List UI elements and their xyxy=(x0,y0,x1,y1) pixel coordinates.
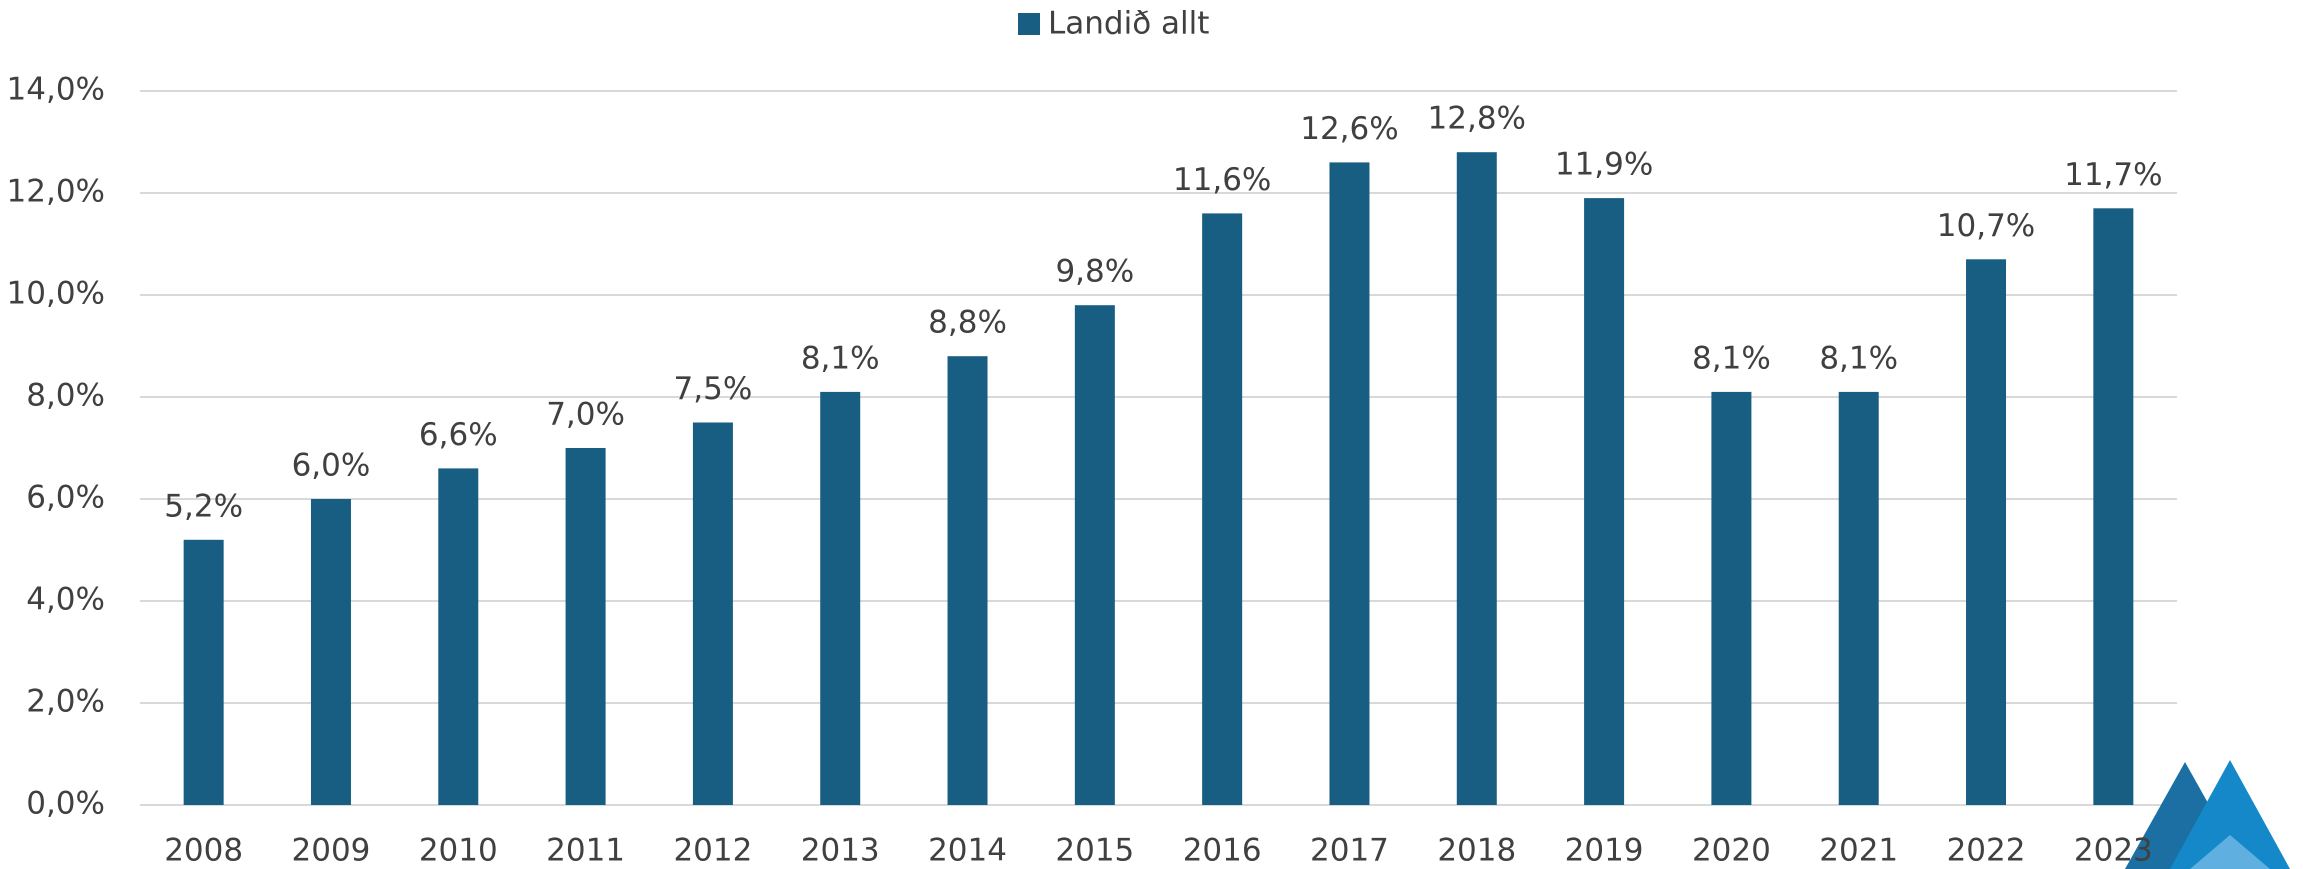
bars xyxy=(183,152,2134,806)
y-tick-label: 6,0% xyxy=(26,480,105,516)
data-label: 12,8% xyxy=(1428,101,1526,137)
legend-swatch xyxy=(1018,13,1040,35)
x-tick-label: 2021 xyxy=(1819,833,1898,869)
x-tick-label: 2008 xyxy=(164,833,243,869)
x-tick-label: 2016 xyxy=(1183,833,1262,869)
x-tick-label: 2012 xyxy=(673,833,752,869)
legend-label: Landið allt xyxy=(1048,6,1209,42)
x-tick-label: 2011 xyxy=(546,833,625,869)
data-label: 11,9% xyxy=(1555,147,1653,183)
y-tick-label: 14,0% xyxy=(7,72,105,108)
bar xyxy=(2093,208,2134,806)
data-label: 8,1% xyxy=(801,340,880,376)
logo xyxy=(2125,760,2290,869)
y-tick-label: 10,0% xyxy=(7,276,105,312)
x-tick-label: 2017 xyxy=(1310,833,1389,869)
bar xyxy=(1202,213,1243,805)
bar xyxy=(1711,391,1752,805)
bar xyxy=(565,448,606,805)
x-tick-label: 2015 xyxy=(1055,833,1134,869)
data-label: 6,0% xyxy=(292,448,371,484)
x-tick-label: 2013 xyxy=(801,833,880,869)
y-tick-label: 4,0% xyxy=(26,582,105,618)
bar xyxy=(947,356,988,805)
logo-shape xyxy=(2170,760,2290,869)
data-label: 8,1% xyxy=(1819,340,1898,376)
x-tick-label: 2009 xyxy=(292,833,371,869)
bar xyxy=(820,391,861,805)
y-tick-label: 12,0% xyxy=(7,174,105,210)
x-tick-label: 2022 xyxy=(1947,833,2026,869)
bar xyxy=(692,422,733,805)
data-label: 12,6% xyxy=(1300,111,1398,147)
bar xyxy=(310,499,351,805)
data-label: 8,1% xyxy=(1692,340,1771,376)
bar xyxy=(1456,152,1497,805)
y-tick-label: 8,0% xyxy=(26,378,105,414)
x-tick-label: 2018 xyxy=(1437,833,1516,869)
data-label: 5,2% xyxy=(164,488,243,524)
x-tick-label: 2019 xyxy=(1565,833,1644,869)
bar xyxy=(1584,198,1625,806)
bar xyxy=(1074,305,1115,805)
x-tick-label: 2020 xyxy=(1692,833,1771,869)
data-label: 11,7% xyxy=(2064,157,2162,193)
data-label: 6,6% xyxy=(419,417,498,453)
x-tick-label: 2023 xyxy=(2074,833,2153,869)
data-label: 7,0% xyxy=(546,397,625,433)
bar xyxy=(183,539,224,805)
bar xyxy=(1329,162,1370,805)
data-label: 9,8% xyxy=(1055,254,1134,290)
data-label: 11,6% xyxy=(1173,162,1271,198)
y-tick-label: 0,0% xyxy=(26,786,105,822)
data-label: 10,7% xyxy=(1937,208,2035,244)
bar xyxy=(1966,259,2007,805)
x-tick-label: 2010 xyxy=(419,833,498,869)
data-label: 7,5% xyxy=(674,371,753,407)
bar xyxy=(438,468,479,805)
data-label: 8,8% xyxy=(928,305,1007,341)
x-tick-label: 2014 xyxy=(928,833,1007,869)
grid xyxy=(140,90,2177,806)
y-tick-label: 2,0% xyxy=(26,684,105,720)
bar xyxy=(1838,391,1879,805)
logo-shape xyxy=(2190,835,2270,869)
